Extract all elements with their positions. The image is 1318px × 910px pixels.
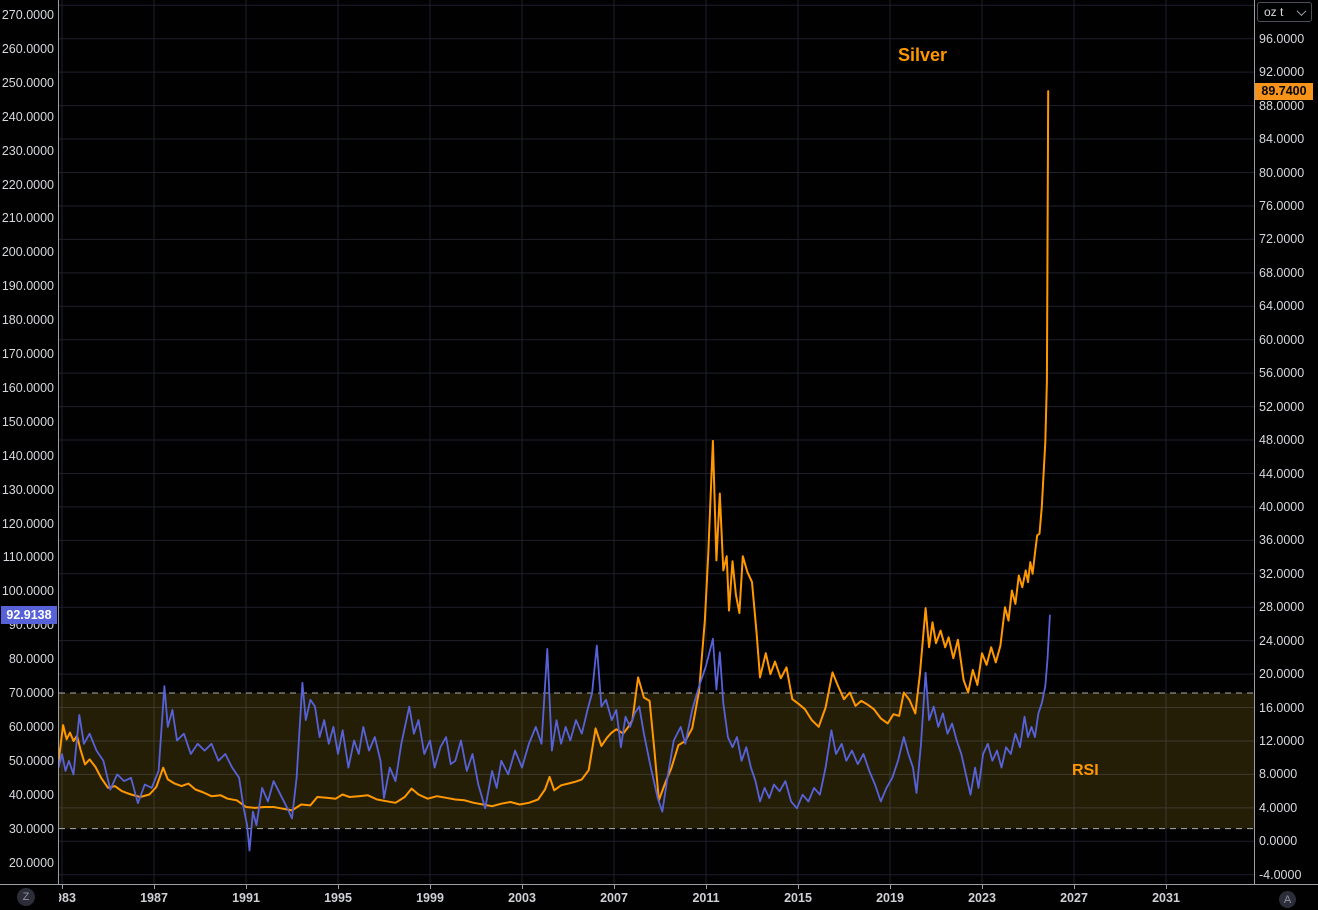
axis-tick-label: 44.0000 [1259,466,1305,481]
time-axis-label: 2007 [600,891,628,905]
time-axis-label: 2031 [1152,891,1180,905]
time-axis-label: 1999 [416,891,444,905]
time-axis-tick [890,885,891,889]
chevron-down-icon [1296,5,1307,16]
silver-series-line[interactable] [59,90,1050,812]
rsi-series-line[interactable] [59,614,1051,852]
time-axis-tick [522,885,523,889]
time-axis-tick [62,885,63,889]
axis-tick-label: 32.0000 [1259,566,1305,581]
gridlines [59,0,1254,884]
time-axis-label: 2011 [692,891,720,905]
axis-tick-label: 20.0000 [8,855,54,870]
axis-tick-label: 140.0000 [1,448,54,463]
axis-tick-label: 250.0000 [1,75,54,90]
axis-tick-label: 48.0000 [1259,432,1305,447]
time-axis-tick [614,885,615,889]
axis-tick-label: 56.0000 [1259,365,1305,380]
rsi-last-value-label: 92.9138 [1,606,57,624]
axis-tick-label: 120.0000 [1,516,54,531]
axis-tick-label: 68.0000 [1259,265,1305,280]
axis-tick-label: 80.0000 [8,651,54,666]
axis-tick-label: 220.0000 [1,177,54,192]
rsi-series-label: RSI [1072,762,1099,779]
time-axis-label: 1995 [324,891,352,905]
axis-tick-label: 0.0000 [1259,834,1298,849]
time-axis-label: 1987 [140,891,168,905]
axis-tick-label: 40.0000 [8,787,54,802]
time-axis-label: 2023 [968,891,996,905]
axis-tick-label: 240.0000 [1,109,54,124]
axis-tick-label: 260.0000 [1,41,54,56]
axis-tick-label: 100.0000 [1,584,54,599]
time-axis-label: 2019 [876,891,904,905]
axis-tick-label: 270.0000 [1,7,54,22]
axis-tick-label: 150.0000 [1,414,54,429]
axis-tick-label: -4.0000 [1259,867,1302,882]
silver-series-label: Silver [898,45,948,65]
axis-tick-label: 92.0000 [1259,64,1305,79]
axis-tick-label: 110.0000 [2,550,54,565]
axis-tick-label: 170.0000 [1,346,54,361]
axis-tick-label: 30.0000 [8,821,54,836]
axis-tick-label: 36.0000 [1259,533,1305,548]
axis-tick-label: 52.0000 [1259,399,1305,414]
axis-tick-label: 8.0000 [1259,767,1298,782]
axis-tick-label: 210.0000 [1,211,54,226]
time-axis-tick [798,885,799,889]
axis-tick-label: 84.0000 [1259,131,1305,146]
time-axis-tick [982,885,983,889]
axis-tick-label: 60.0000 [1259,332,1305,347]
axis-tick-label: 88.0000 [1259,98,1305,113]
axis-tick-label: 230.0000 [1,143,54,158]
axis-tick-label: 96.0000 [1259,31,1305,46]
left-price-axis[interactable]: 270.0000 260.0000 250.0000 240.0000 230.0000… [0,0,59,884]
axis-tick-label: 50.0000 [8,753,54,768]
axis-tick-label: 60.0000 [8,719,54,734]
axis-tick-label: 180.0000 [1,312,54,327]
axis-tick-label: 28.0000 [1259,599,1305,614]
axis-tick-label: 64.0000 [1259,299,1305,314]
time-axis-label: 1983 [59,891,76,905]
axis-tick-label: 4.0000 [1259,800,1298,815]
time-axis-tick [706,885,707,889]
time-axis-label: 2027 [1060,891,1088,905]
time-axis-tick [338,885,339,889]
axis-tick-label: 190.0000 [1,278,54,293]
axis-tick-label: 76.0000 [1259,198,1305,213]
a-button[interactable]: A [1279,891,1296,908]
axis-tick-label: 24.0000 [1259,633,1305,648]
unit-dropdown[interactable]: oz t [1257,2,1312,22]
time-axis-tick [1166,885,1167,889]
time-axis-label: 2015 [784,891,812,905]
axis-tick-label: 80.0000 [1259,165,1305,180]
time-axis-label: 1991 [232,891,260,905]
silver-last-value-label: 89.7400 [1255,83,1313,100]
rsi-band [59,693,1254,829]
time-axis[interactable]: 1983 1987 1991 1995 1999 2003 2007 2011 2015 2019… [0,884,1318,910]
unit-dropdown-value: oz t [1264,5,1284,19]
axis-tick-label: 40.0000 [1259,499,1305,514]
axis-tick-label: 20.0000 [1259,666,1305,681]
axis-tick-label: 200.0000 [1,245,54,260]
axis-tick-label: 130.0000 [1,482,54,497]
right-price-axis[interactable] [1254,0,1318,884]
time-axis-tick [1074,885,1075,889]
time-axis-tick [430,885,431,889]
axis-tick-label: 12.0000 [1259,733,1305,748]
axis-tick-label: 72.0000 [1259,232,1305,247]
z-button[interactable]: Z [17,888,35,906]
axis-tick-label: 160.0000 [1,380,54,395]
time-axis-label: 2003 [508,891,536,905]
axis-tick-label: 70.0000 [8,685,54,700]
time-axis-tick [246,885,247,889]
time-axis-labels: 1983 1987 1991 1995 1999 2003 2007 2011 2015 2019… [59,885,1254,910]
time-axis-tick [154,885,155,889]
axis-tick-label: 16.0000 [1259,700,1305,715]
